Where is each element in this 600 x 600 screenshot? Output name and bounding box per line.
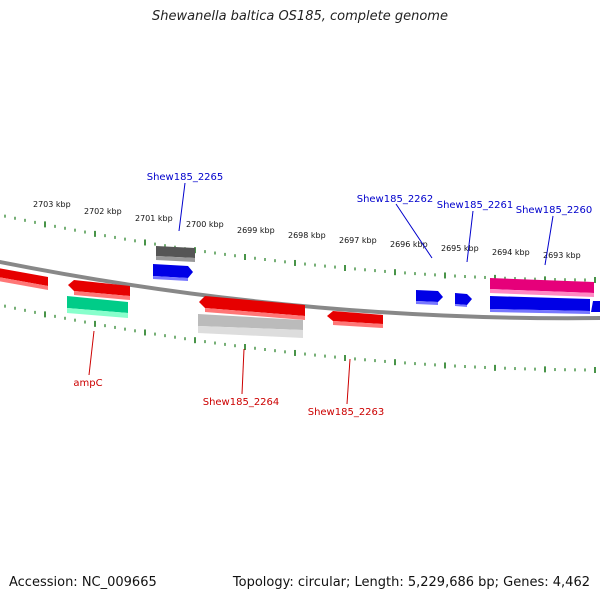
gene-label[interactable]: Shew185_2265 — [147, 172, 224, 183]
gene-shew185-2264-red[interactable] — [199, 296, 305, 320]
scale-label: 2698 kbp — [288, 231, 326, 240]
reverse-gene-labels: ampC Shew185_2264 Shew185_2263 — [73, 378, 384, 418]
gene-label[interactable]: Shew185_2260 — [516, 205, 593, 216]
gene-label[interactable]: Shew185_2263 — [308, 407, 385, 418]
accession-text: Accession: NC_009665 — [9, 575, 157, 590]
gene-label[interactable]: Shew185_2264 — [203, 397, 280, 408]
scale-label: 2694 kbp — [492, 248, 530, 257]
gene-label[interactable]: Shew185_2261 — [437, 200, 514, 211]
scale-label: 2701 kbp — [135, 214, 173, 223]
scale-label: 2699 kbp — [237, 226, 275, 235]
gene-ampc[interactable] — [67, 296, 128, 318]
inner-tick-track — [4, 304, 596, 373]
scale-label: 2703 kbp — [33, 200, 71, 209]
gene-red-near-ampc[interactable] — [68, 280, 130, 300]
gene-shew185-2261[interactable] — [455, 293, 472, 307]
gene-label[interactable]: ampC — [73, 378, 102, 389]
forward-gene-labels: Shew185_2265 Shew185_2262 Shew185_2261 S… — [147, 172, 593, 216]
gene-shew185-2262[interactable] — [416, 290, 443, 305]
scale-label: 2696 kbp — [390, 240, 428, 249]
gene-offscreen-left[interactable] — [0, 268, 48, 290]
scale-labels: 2703 kbp 2702 kbp 2701 kbp 2700 kbp 2699… — [33, 200, 581, 260]
genome-summary-text: Topology: circular; Length: 5,229,686 bp… — [232, 575, 590, 590]
gene-shew185-2260[interactable] — [490, 296, 590, 314]
map-title: Shewanella baltica OS185, complete genom… — [152, 9, 448, 24]
reverse-strand-genes — [0, 268, 383, 338]
scale-label: 2700 kbp — [186, 220, 224, 229]
scale-label: 2697 kbp — [339, 236, 377, 245]
gene-label[interactable]: Shew185_2262 — [357, 194, 434, 205]
gene-offscreen-right[interactable] — [591, 301, 600, 312]
forward-strand-genes — [153, 246, 600, 314]
label-leaders — [88, 182, 554, 405]
gene-shew185-2260-pink[interactable] — [490, 278, 594, 297]
scale-label: 2693 kbp — [543, 251, 581, 260]
gene-shew185-2264[interactable] — [198, 314, 303, 338]
scale-label: 2702 kbp — [84, 207, 122, 216]
gene-shew185-2265[interactable] — [153, 264, 193, 281]
gene-shew185-2263[interactable] — [327, 311, 383, 328]
outer-tick-track — [4, 214, 596, 283]
scale-label: 2695 kbp — [441, 244, 479, 253]
gene-shew185-2265-gray[interactable] — [156, 246, 195, 262]
